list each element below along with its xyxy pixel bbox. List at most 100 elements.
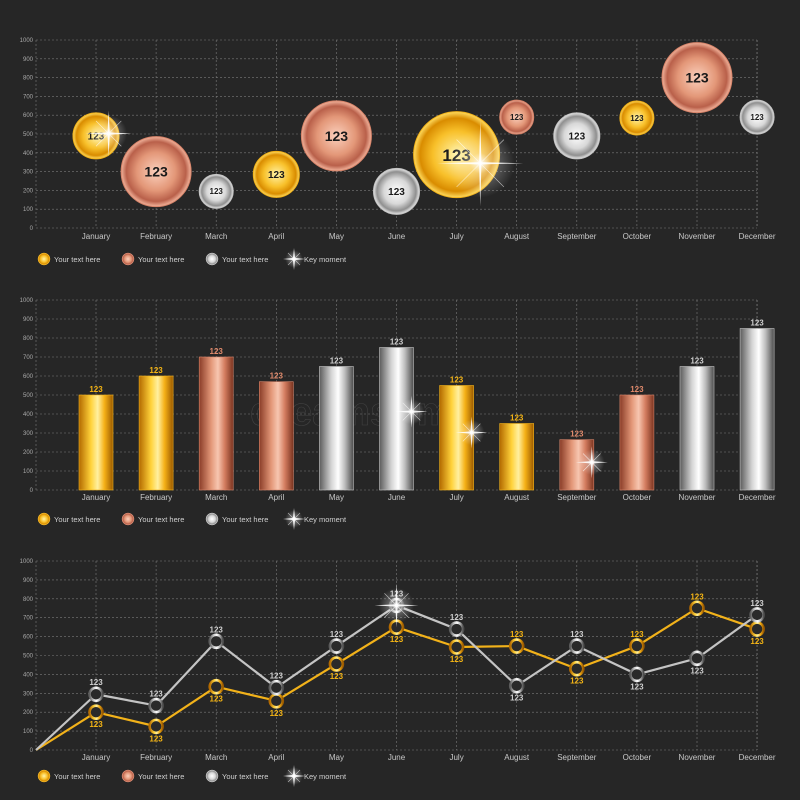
legend-label: Your text here	[54, 772, 100, 781]
data-point: 123	[208, 625, 224, 650]
data-point: 123	[689, 650, 705, 675]
chart-3-x-axis: January February March April May June July Augu…	[82, 753, 776, 762]
copper-bar	[619, 394, 655, 491]
copper-swatch	[121, 769, 135, 783]
x-tick-label: November	[679, 232, 716, 241]
x-tick-label: October	[623, 232, 652, 241]
chart-2-x-axis: January February March April May June July Augu…	[82, 493, 776, 502]
data-point: 123	[328, 656, 345, 681]
y-tick-label: 500	[23, 654, 34, 660]
bubble-value-label: 123	[630, 114, 644, 123]
chart-3-y-axis: 0 100 200 300 400 500 600 700 800 900 1000	[20, 559, 34, 754]
legend-label: Your text here	[222, 772, 268, 781]
silver-swatch	[205, 252, 219, 266]
bar-value-label: 123	[630, 385, 644, 394]
gold-bubble	[619, 100, 655, 136]
point-value-label: 123	[330, 630, 344, 639]
key-moment-sparkle	[283, 765, 305, 787]
bar: 123	[78, 385, 114, 491]
y-tick-label: 100	[23, 207, 34, 213]
silver-bubble	[198, 173, 234, 209]
key-moment-sparkle	[283, 248, 305, 270]
gold-marker	[328, 656, 345, 672]
legend-item: Your text here	[37, 512, 100, 526]
silver-swatch	[205, 769, 219, 783]
gold-marker	[508, 638, 525, 654]
x-tick-label: September	[557, 753, 596, 762]
legend-label: Your text here	[222, 515, 268, 524]
bubble: 123	[72, 110, 132, 160]
sparkle-ray-d2	[462, 423, 481, 442]
bubble-value-label: 123	[144, 164, 168, 180]
point-value-label: 123	[630, 630, 644, 639]
data-point: 123	[148, 690, 164, 714]
legend-item: Your text here	[205, 512, 268, 526]
silver-marker	[328, 638, 345, 654]
x-tick-label: February	[140, 493, 172, 502]
y-tick-label: 1000	[20, 559, 34, 565]
gold-marker	[448, 639, 465, 655]
silver-marker	[568, 638, 585, 654]
point-value-label: 123	[570, 630, 584, 639]
silver-marker	[629, 666, 645, 683]
legend-item-key-moment: Key moment	[283, 508, 347, 530]
y-tick-label: 1000	[20, 298, 34, 304]
silver-marker	[148, 697, 164, 714]
bubble: 123	[252, 150, 300, 198]
y-tick-label: 600	[23, 635, 34, 641]
bar: 123	[138, 366, 174, 491]
point-value-label: 123	[510, 630, 524, 639]
bar-value-label: 123	[89, 385, 103, 394]
bar-value-label: 123	[210, 347, 224, 356]
gold-swatch	[37, 252, 51, 266]
key-moment-sparkle	[283, 508, 305, 530]
bubble: 123	[198, 173, 234, 209]
y-tick-label: 100	[23, 469, 34, 475]
legend-label: Key moment	[304, 772, 347, 781]
x-tick-label: August	[504, 493, 530, 502]
y-tick-label: 400	[23, 672, 34, 678]
y-tick-label: 600	[23, 113, 34, 119]
y-tick-label: 600	[23, 374, 34, 380]
copper-bar	[258, 381, 294, 491]
bubble: 123	[373, 167, 420, 215]
point-value-label: 123	[390, 635, 404, 644]
x-tick-label: July	[449, 232, 463, 241]
bubble: 123	[619, 100, 655, 136]
data-point: 123	[448, 639, 465, 664]
x-tick-label: January	[82, 753, 110, 762]
bubble: 123	[739, 99, 775, 135]
silver-bar	[679, 366, 715, 491]
copper-bubble	[120, 136, 192, 208]
x-tick-label: November	[679, 753, 716, 762]
point-value-label: 123	[570, 677, 584, 686]
data-point: 123	[88, 704, 104, 729]
legend-item: Your text here	[121, 512, 184, 526]
data-point: 123	[268, 672, 285, 696]
sparkle-ray-d2	[95, 120, 122, 147]
legend-layer: Your text here Your text here Your text he…	[37, 248, 347, 787]
gold-marker	[629, 638, 645, 654]
legend-label: Your text here	[138, 772, 184, 781]
x-tick-label: January	[82, 232, 110, 241]
silver-marker	[689, 650, 705, 667]
data-point: 123	[568, 660, 585, 686]
bubble: 123	[553, 112, 601, 160]
y-tick-label: 400	[23, 151, 34, 157]
silver-marker	[508, 677, 525, 694]
gold-marker	[148, 718, 164, 735]
key-moment-sparkle	[374, 583, 419, 628]
data-point: 123	[448, 613, 465, 637]
copper-bubble	[499, 99, 535, 135]
bar: 123	[739, 319, 775, 491]
x-tick-label: January	[82, 493, 110, 502]
y-tick-label: 1000	[20, 38, 34, 44]
bubble-value-label: 123	[750, 113, 764, 122]
bubble: 123	[413, 111, 524, 207]
chart-1-legend: Your text here Your text here Your text he…	[37, 248, 347, 270]
legend-label: Key moment	[304, 255, 347, 264]
bar: 123	[499, 414, 535, 491]
bar-value-label: 123	[690, 357, 704, 366]
x-tick-label: July	[449, 493, 463, 502]
